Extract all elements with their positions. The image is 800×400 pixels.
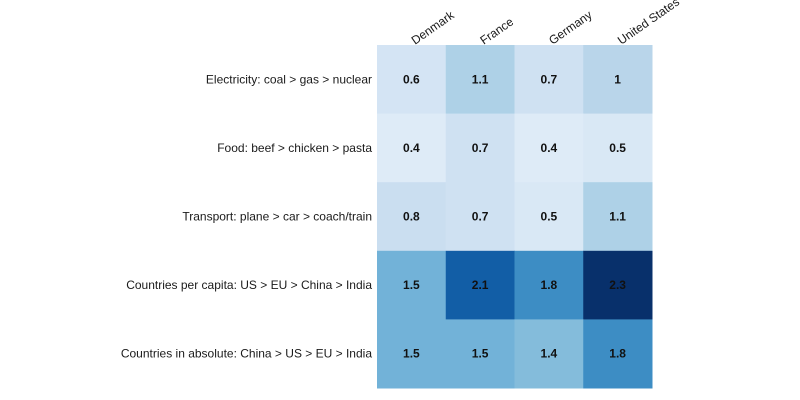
cell-value-label: 1.5 [472,347,489,361]
heatmap-cell [583,250,653,320]
cell-value-label: 1.8 [609,347,626,361]
heatmap-cell [583,45,653,115]
heatmap-cell [445,250,515,320]
cell-value-label: 1.4 [541,347,558,361]
cell-value-label: 0.5 [541,210,558,224]
cell-value-label: 0.8 [403,210,420,224]
column-label: United States [615,0,682,47]
heatmap-cell [514,250,584,320]
cell-value-label: 1.5 [403,347,420,361]
row-label: Countries in absolute: China > US > EU >… [121,347,372,361]
row-labels: Electricity: coal > gas > nuclear Food: b… [121,72,372,360]
heatmap-cell [445,319,515,389]
cell-value-label: 0.7 [541,72,558,86]
heatmap-cell [514,45,584,115]
heatmap-cell [583,182,653,252]
cell-value-label: 0.4 [541,141,558,155]
cell-value-label: 2.3 [609,278,626,292]
cell-value-label: 0.5 [609,141,626,155]
heatmap-cell [514,319,584,389]
row-label: Countries per capita: US > EU > China > … [126,278,372,292]
cell-value-label: 0.7 [472,141,489,155]
heatmap-cell [445,45,515,115]
column-label: France [477,14,516,47]
heatmap-cell [445,113,515,183]
row-label: Electricity: coal > gas > nuclear [206,72,372,86]
heatmap-cells [377,45,653,389]
heatmap-cell [514,113,584,183]
heatmap-cell [377,250,447,320]
row-label: Food: beef > chicken > pasta [217,141,372,155]
cell-value-label: 1.5 [403,278,420,292]
heatmap-cell [583,113,653,183]
cell-value-label: 1.1 [609,210,626,224]
column-label: Germany [546,8,594,48]
cell-value-label: 0.7 [472,210,489,224]
heatmap-cell [514,182,584,252]
heatmap-cell [583,319,653,389]
cell-value-label: 1 [614,72,621,86]
row-label: Transport: plane > car > coach/train [182,210,372,224]
cell-value-label: 0.6 [403,72,420,86]
heatmap-cell [377,319,447,389]
heatmap-cell [377,182,447,252]
cell-value-label: 1.1 [472,72,489,86]
column-label: Denmark [409,7,458,47]
heatmap-cell [445,182,515,252]
cell-value-label: 2.1 [472,278,489,292]
cell-value-label: 0.4 [403,141,420,155]
heatmap-cell [377,45,447,115]
cell-value-label: 1.8 [541,278,558,292]
heatmap-cell [377,113,447,183]
column-labels: Denmark France Germany United States [409,0,682,47]
cell-values: 0.6 1.1 0.7 1 0.4 0.7 0.4 0.5 0.8 0.7 0.5 1.1 1.5 2.1… [403,72,626,360]
